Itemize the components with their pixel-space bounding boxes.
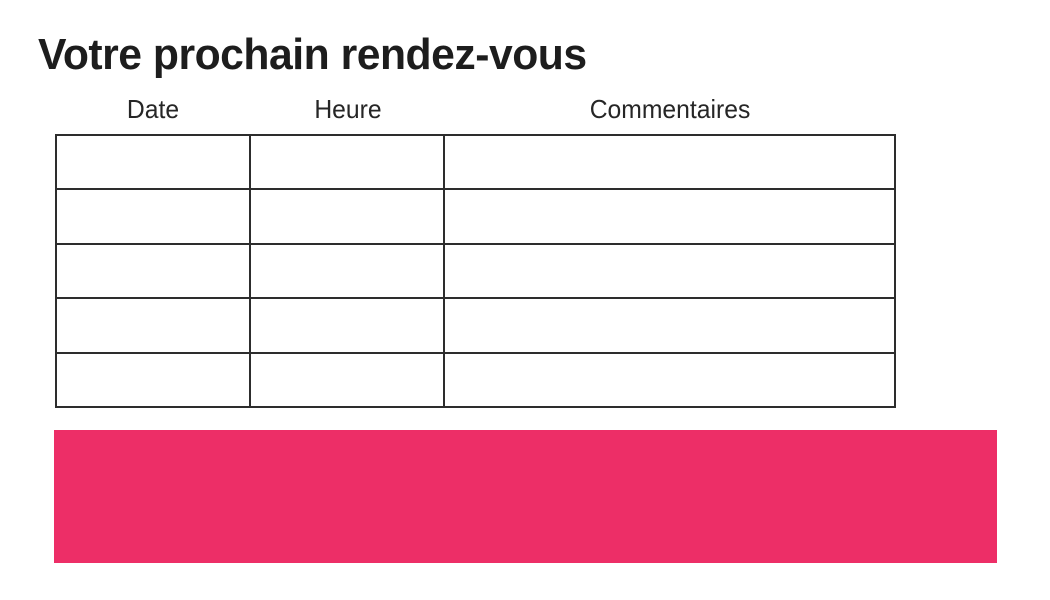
- table-cell: [55, 188, 251, 245]
- table-cell: [248, 351, 446, 409]
- highlight-banner: [54, 430, 997, 563]
- table-cell: [55, 297, 251, 354]
- column-header-heure: Heure: [314, 94, 382, 124]
- table-cell: [248, 188, 446, 245]
- table-cell: [443, 351, 896, 409]
- column-header-commentaires: Commentaires: [589, 94, 751, 124]
- table-cell: [443, 297, 896, 354]
- table-cell: [248, 297, 446, 354]
- table-cell: [443, 242, 896, 300]
- table-row: [55, 133, 896, 191]
- table-cell: [443, 133, 896, 191]
- table-cell: [55, 133, 251, 191]
- table-cell: [55, 351, 251, 409]
- table-cell: [55, 242, 251, 300]
- table-cell: [248, 133, 446, 191]
- column-header-date: Date: [126, 94, 180, 124]
- table-row: [55, 188, 896, 245]
- page-title: Votre prochain rendez-vous: [38, 30, 587, 79]
- appointments-table-body: [55, 133, 896, 409]
- table-row: [55, 297, 896, 354]
- appointments-table: [55, 133, 896, 409]
- table-row: [55, 242, 896, 300]
- table-cell: [248, 242, 446, 300]
- table-cell: [443, 188, 896, 245]
- table-row: [55, 351, 896, 409]
